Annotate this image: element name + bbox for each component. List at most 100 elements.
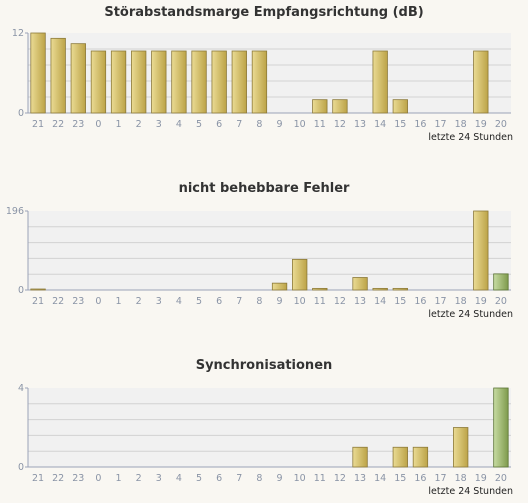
bar bbox=[372, 287, 388, 291]
x-tick-label: 8 bbox=[256, 473, 262, 484]
x-tick-label: 3 bbox=[156, 296, 162, 307]
bar bbox=[292, 258, 308, 291]
bar bbox=[90, 50, 107, 114]
x-tick-label: 7 bbox=[236, 296, 242, 307]
x-tick-label: 3 bbox=[156, 473, 162, 484]
x-tick-label: 8 bbox=[256, 119, 262, 130]
bar bbox=[352, 277, 368, 291]
x-tick-label: 11 bbox=[314, 296, 326, 307]
x-tick-label: 12 bbox=[334, 473, 346, 484]
bar bbox=[70, 43, 86, 114]
x-tick-label: 5 bbox=[196, 119, 202, 130]
x-tick-label: 9 bbox=[277, 473, 283, 484]
x-tick-label: 20 bbox=[495, 473, 507, 484]
bar bbox=[392, 287, 408, 291]
x-tick-label: 21 bbox=[32, 119, 44, 130]
x-tick-label: 1 bbox=[116, 119, 122, 130]
bar bbox=[110, 50, 127, 114]
x-tick-label: 6 bbox=[216, 473, 222, 484]
x-tick-label: 0 bbox=[95, 296, 101, 307]
bar bbox=[473, 210, 489, 291]
x-tick-label: 13 bbox=[354, 119, 366, 130]
x-tick-label: 15 bbox=[394, 473, 406, 484]
plot-area bbox=[28, 388, 511, 467]
x-tick-label: 16 bbox=[414, 119, 426, 130]
bar bbox=[453, 427, 469, 468]
x-tick-label: 17 bbox=[435, 473, 447, 484]
chart-title: nicht behebbare Fehler bbox=[178, 181, 350, 196]
bar bbox=[493, 387, 509, 468]
x-tick-label: 21 bbox=[32, 473, 44, 484]
x-tick-label: 2 bbox=[136, 473, 142, 484]
y-tick-label: 196 bbox=[6, 206, 24, 217]
x-tick-label: 17 bbox=[435, 119, 447, 130]
x-tick-label: 9 bbox=[277, 119, 283, 130]
x-tick-label: 21 bbox=[32, 296, 44, 307]
x-tick-label: 1 bbox=[116, 296, 122, 307]
x-tick-label: 5 bbox=[196, 473, 202, 484]
bar bbox=[412, 446, 429, 468]
x-tick-label: 10 bbox=[294, 119, 306, 130]
bar bbox=[50, 37, 66, 114]
x-tick-label: 12 bbox=[334, 296, 346, 307]
x-tick-label: 18 bbox=[455, 296, 467, 307]
x-tick-label: 16 bbox=[414, 473, 426, 484]
bar bbox=[352, 446, 368, 468]
x-tick-label: 14 bbox=[374, 296, 386, 307]
bar bbox=[171, 50, 187, 114]
y-tick-label: 12 bbox=[12, 28, 24, 39]
bar bbox=[191, 50, 207, 114]
x-axis-caption: letzte 24 Stunden bbox=[428, 132, 513, 143]
x-tick-label: 6 bbox=[216, 119, 222, 130]
x-tick-label: 0 bbox=[95, 473, 101, 484]
x-tick-label: 9 bbox=[277, 296, 283, 307]
chart-title: Synchronisationen bbox=[195, 358, 333, 373]
bar bbox=[30, 288, 46, 291]
chart-panel-errors: nicht behebbare Fehler 196 0 21 22 23 0 1 2 3 4 5 6… bbox=[6, 181, 513, 320]
x-axis-caption: letzte 24 Stunden bbox=[428, 486, 513, 497]
x-tick-label: 4 bbox=[176, 296, 182, 307]
y-tick-label: 0 bbox=[18, 108, 24, 119]
x-tick-label: 19 bbox=[475, 296, 487, 307]
bar bbox=[372, 50, 388, 114]
x-tick-label: 5 bbox=[196, 296, 202, 307]
bar bbox=[392, 99, 408, 114]
bar bbox=[332, 99, 348, 114]
chart-title: Störabstandsmarge Empfangsrichtung (dB) bbox=[104, 5, 424, 20]
x-tick-label: 22 bbox=[52, 473, 64, 484]
bar bbox=[131, 50, 147, 114]
x-tick-label: 15 bbox=[394, 119, 406, 130]
x-tick-label: 22 bbox=[52, 296, 64, 307]
bar bbox=[211, 50, 227, 114]
y-tick-label: 0 bbox=[18, 285, 24, 296]
x-tick-label: 12 bbox=[334, 119, 346, 130]
bar bbox=[312, 99, 328, 114]
x-tick-label: 10 bbox=[294, 296, 306, 307]
bar bbox=[271, 282, 288, 291]
x-tick-label: 10 bbox=[294, 473, 306, 484]
bar bbox=[473, 50, 489, 114]
x-tick-label: 11 bbox=[314, 119, 326, 130]
x-tick-label: 18 bbox=[455, 473, 467, 484]
x-tick-label: 4 bbox=[176, 473, 182, 484]
bar bbox=[251, 50, 268, 114]
bar bbox=[231, 50, 247, 114]
x-tick-label: 4 bbox=[176, 119, 182, 130]
x-tick-label: 7 bbox=[236, 119, 242, 130]
bar bbox=[30, 32, 46, 114]
x-tick-label: 17 bbox=[435, 296, 447, 307]
x-tick-label: 19 bbox=[475, 473, 487, 484]
x-tick-label: 0 bbox=[95, 119, 101, 130]
x-tick-label: 23 bbox=[72, 473, 84, 484]
plot-area bbox=[28, 33, 511, 113]
x-tick-label: 2 bbox=[136, 296, 142, 307]
x-tick-label: 11 bbox=[314, 473, 326, 484]
bar bbox=[493, 273, 509, 291]
bar bbox=[312, 287, 328, 291]
x-tick-label: 19 bbox=[475, 119, 487, 130]
bar bbox=[392, 446, 408, 468]
